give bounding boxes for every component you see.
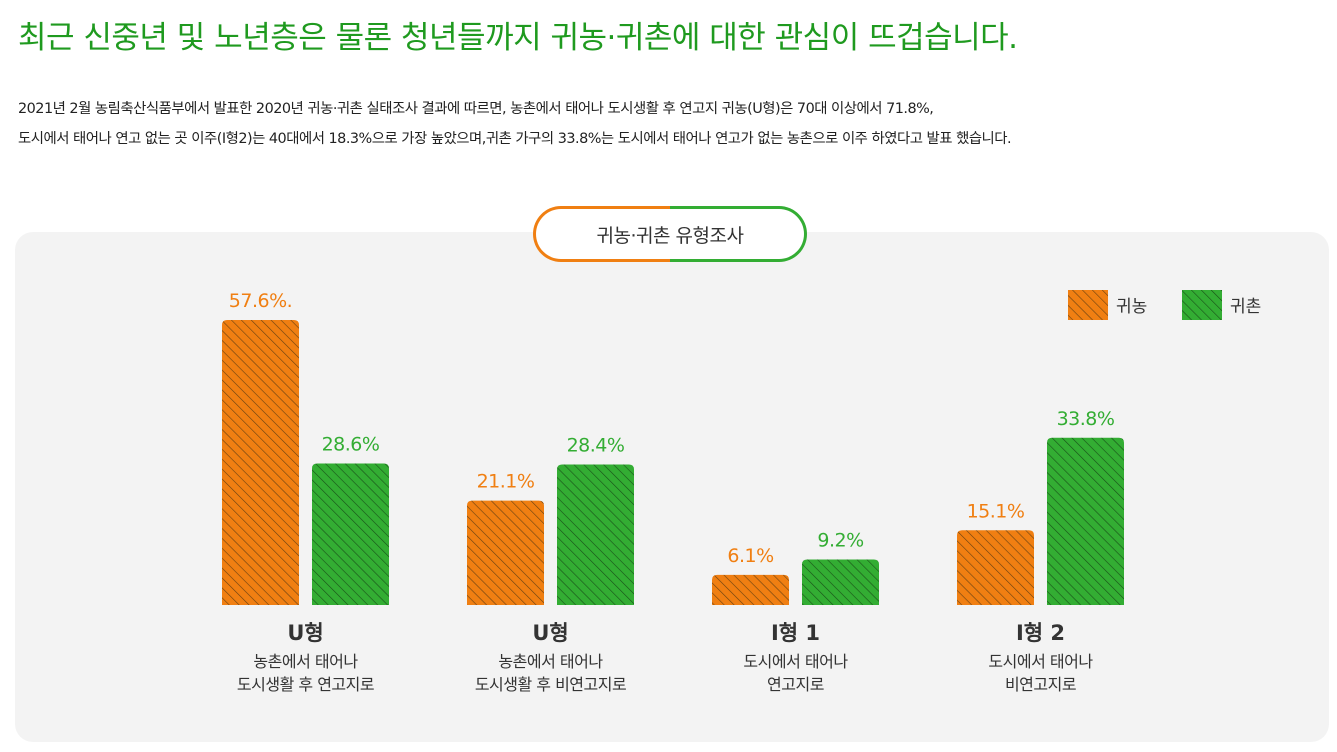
bar-farm-4 xyxy=(957,530,1034,605)
legend-label-farm: 귀농 xyxy=(1116,297,1147,317)
category-name-2: U형 xyxy=(532,621,568,645)
value-label-farm-3: 6.1% xyxy=(727,545,773,567)
value-label-rural-3: 9.2% xyxy=(817,529,863,551)
value-label-rural-4: 33.8% xyxy=(1057,408,1115,430)
category-desc-2: 도시생활 후 비연고지로 xyxy=(475,675,626,694)
value-label-farm-4: 15.1% xyxy=(967,500,1025,522)
bar-rural-3 xyxy=(802,559,879,605)
description-line: 도시에서 태어나 연고 없는 곳 이주(I형2)는 40대에서 18.3%으로 … xyxy=(18,131,1012,147)
bar-rural-4 xyxy=(1047,437,1124,605)
value-label-rural-1: 28.6% xyxy=(322,433,380,455)
category-name-1: U형 xyxy=(287,621,323,645)
value-label-farm-2: 21.1% xyxy=(477,471,535,493)
bar-farm-1 xyxy=(222,320,299,605)
category-desc-1: 도시생활 후 연고지로 xyxy=(237,675,374,694)
category-name-3: I형 1 xyxy=(771,621,820,645)
category-desc-3: 연고지로 xyxy=(767,675,824,694)
value-label-rural-2: 28.4% xyxy=(567,434,625,456)
category-desc-1: 농촌에서 태어나 xyxy=(253,652,358,671)
bar-rural-2 xyxy=(557,464,634,605)
category-desc-2: 농촌에서 태어나 xyxy=(498,652,603,671)
legend-swatch-farm xyxy=(1068,290,1108,320)
value-label-farm-1: 57.6%. xyxy=(229,290,292,312)
description-line: 2021년 2월 농림축산식품부에서 발표한 2020년 귀농·귀촌 실태조사 … xyxy=(18,101,934,117)
legend-swatch-rural xyxy=(1182,290,1222,320)
bar-rural-1 xyxy=(312,463,389,605)
category-desc-4: 비연고지로 xyxy=(1005,675,1076,694)
category-desc-4: 도시에서 태어나 xyxy=(988,652,1093,671)
bar-farm-3 xyxy=(712,574,789,605)
category-name-4: I형 2 xyxy=(1016,621,1065,645)
chart-title: 귀농·귀촌 유형조사 xyxy=(533,206,807,262)
page-headline: 최근 신중년 및 노년층은 물론 청년들까지 귀농·귀촌에 대한 관심이 뜨겁습… xyxy=(18,20,1018,56)
category-desc-3: 도시에서 태어나 xyxy=(743,652,848,671)
legend-label-rural: 귀촌 xyxy=(1230,297,1261,317)
bar-farm-2 xyxy=(467,500,544,605)
description: 2021년 2월 농림축산식품부에서 발표한 2020년 귀농·귀촌 실태조사 … xyxy=(18,94,1012,154)
